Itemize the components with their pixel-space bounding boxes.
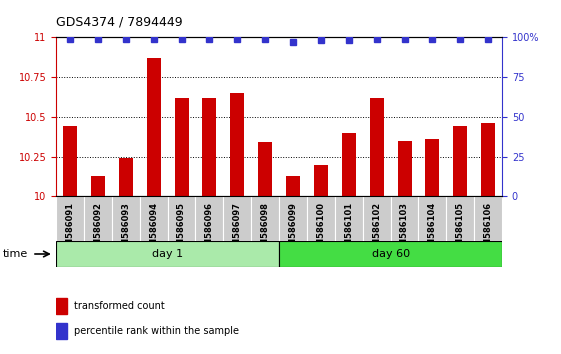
Bar	[231, 93, 244, 196]
Bar	[195, 196, 223, 266]
Text: transformed count: transformed count	[74, 301, 165, 311]
Text: GSM586094: GSM586094	[149, 202, 158, 258]
Bar	[140, 196, 168, 266]
Bar	[307, 196, 335, 266]
Bar	[314, 165, 328, 196]
Bar	[279, 241, 502, 267]
Bar	[390, 196, 419, 266]
Bar	[363, 196, 390, 266]
Bar	[419, 196, 447, 266]
Bar	[203, 98, 217, 196]
Text: GSM586098: GSM586098	[261, 202, 270, 258]
Bar	[146, 58, 160, 196]
Bar	[112, 196, 140, 266]
Bar	[251, 196, 279, 266]
Text: GSM586099: GSM586099	[288, 202, 297, 258]
Bar	[56, 241, 279, 267]
Bar	[398, 141, 412, 196]
Bar	[56, 298, 67, 314]
Bar	[279, 196, 307, 266]
Text: GSM586106: GSM586106	[484, 201, 493, 258]
Bar	[447, 196, 474, 266]
Bar	[370, 98, 384, 196]
Text: GSM586104: GSM586104	[428, 201, 437, 258]
Text: GSM586096: GSM586096	[205, 202, 214, 258]
Bar	[425, 139, 439, 196]
Text: percentile rank within the sample: percentile rank within the sample	[74, 326, 239, 336]
Text: GSM586097: GSM586097	[233, 202, 242, 258]
Bar	[258, 142, 272, 196]
Text: GSM586093: GSM586093	[121, 202, 130, 258]
Text: day 1: day 1	[152, 249, 183, 259]
Bar	[335, 196, 363, 266]
Text: GSM586103: GSM586103	[400, 202, 409, 258]
Text: GSM586095: GSM586095	[177, 202, 186, 258]
Text: GSM586091: GSM586091	[66, 202, 75, 258]
Bar	[91, 176, 105, 196]
Bar	[84, 196, 112, 266]
Bar	[174, 98, 188, 196]
Bar	[286, 176, 300, 196]
Text: GDS4374 / 7894449: GDS4374 / 7894449	[56, 16, 183, 29]
Bar	[481, 123, 495, 196]
Text: time: time	[3, 249, 28, 259]
Bar	[56, 323, 67, 339]
Text: GSM586101: GSM586101	[344, 201, 353, 258]
Text: day 60: day 60	[371, 249, 410, 259]
Bar	[474, 196, 502, 266]
Text: GSM586100: GSM586100	[316, 202, 325, 258]
Bar	[453, 126, 467, 196]
Text: GSM586105: GSM586105	[456, 201, 465, 258]
Bar	[119, 158, 133, 196]
Bar	[63, 126, 77, 196]
Bar	[342, 133, 356, 196]
Bar	[223, 196, 251, 266]
Bar	[168, 196, 195, 266]
Text: GSM586102: GSM586102	[372, 201, 381, 258]
Text: GSM586092: GSM586092	[94, 202, 103, 258]
Bar	[56, 196, 84, 266]
